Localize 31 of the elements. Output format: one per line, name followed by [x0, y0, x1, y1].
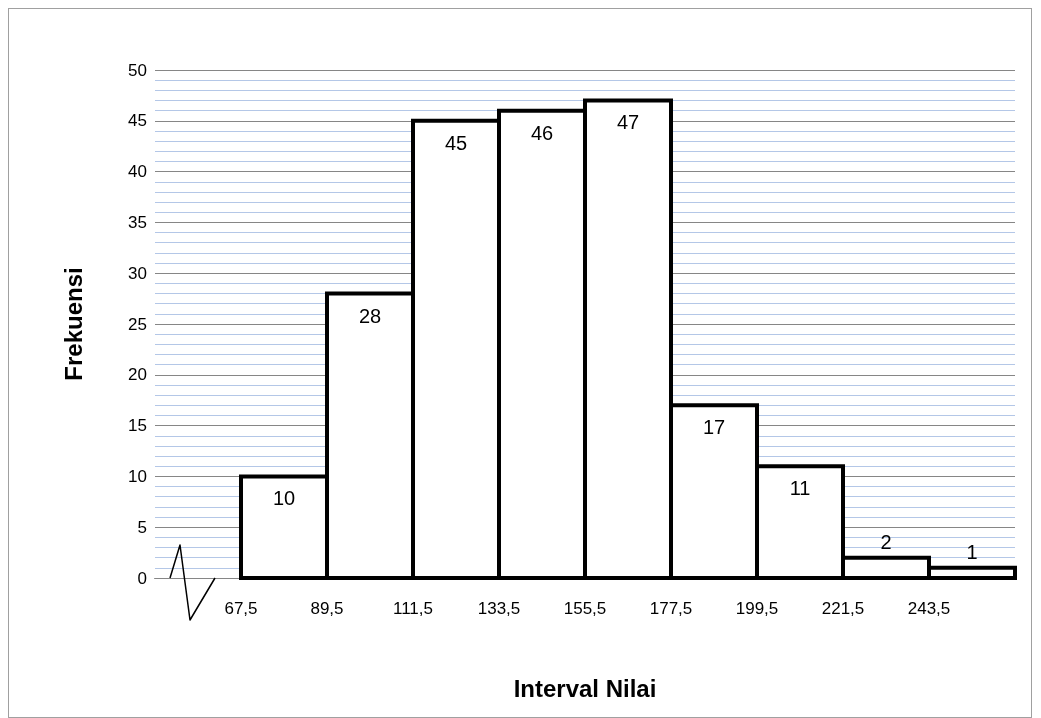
y-tick-label: 35 [128, 212, 147, 232]
data-label: 1 [966, 540, 978, 563]
x-tick-label: 67,5 [224, 599, 258, 618]
data-label: 17 [702, 416, 726, 439]
y-axis-title: Frekuensi [59, 267, 87, 381]
y-tick-label: 40 [128, 162, 147, 182]
y-tick-label: 15 [128, 416, 147, 436]
x-tick-label: 155,5 [563, 599, 607, 618]
y-tick-label: 25 [128, 314, 147, 334]
x-tick-label: 243,5 [907, 599, 951, 618]
y-tick-label: 10 [128, 466, 147, 486]
data-label: 11 [789, 477, 811, 500]
data-label: 10 [272, 487, 296, 510]
x-tick-label: 221,5 [821, 599, 865, 618]
x-axis-title: Interval Nilai [513, 674, 657, 702]
y-tick-label: 30 [128, 263, 147, 283]
data-label: 46 [530, 121, 554, 144]
x-tick-label: 199,5 [735, 599, 779, 618]
y-tick-label: 0 [137, 568, 147, 588]
y-tick-label: 20 [128, 365, 147, 385]
y-tick-label: 5 [137, 517, 147, 537]
data-label: 2 [880, 530, 892, 553]
y-tick-label: 45 [128, 111, 147, 131]
data-label: 28 [358, 304, 382, 327]
y-tick-label: 50 [128, 60, 147, 80]
x-tick-label: 177,5 [649, 599, 693, 618]
x-tick-label: 111,5 [392, 599, 434, 618]
data-label: 45 [444, 131, 468, 154]
data-label: 47 [616, 111, 640, 134]
x-tick-label: 133,5 [477, 599, 521, 618]
x-tick-label: 89,5 [310, 599, 344, 618]
